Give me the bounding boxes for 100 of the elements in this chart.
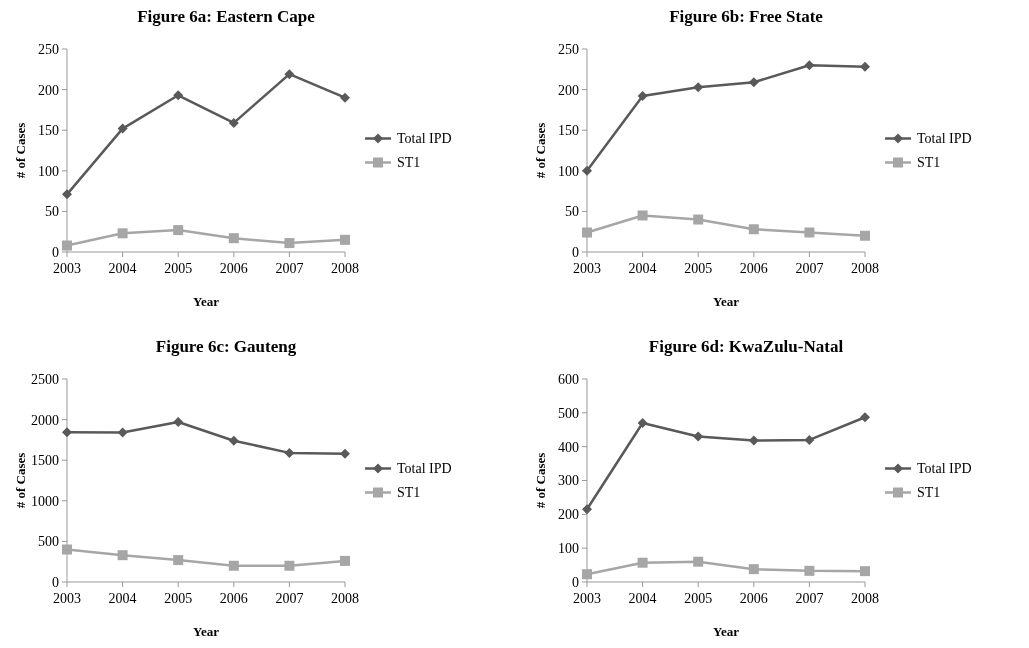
y-tick-label: 2000 bbox=[31, 412, 59, 428]
legend-label: ST1 bbox=[917, 485, 941, 501]
point bbox=[582, 569, 592, 580]
x-tick-label: 2006 bbox=[219, 261, 248, 276]
x-tick-label: 2006 bbox=[219, 591, 248, 606]
y-tick-label: 100 bbox=[38, 163, 59, 179]
x-tick-label: 2008 bbox=[331, 261, 359, 276]
point bbox=[582, 504, 592, 515]
point bbox=[582, 227, 592, 238]
y-tick-label: 150 bbox=[38, 123, 59, 139]
y-tick-label: 500 bbox=[558, 405, 579, 421]
y-axis-title: # of Cases bbox=[13, 122, 28, 179]
point bbox=[582, 165, 592, 176]
point bbox=[62, 240, 72, 251]
legend-label: ST1 bbox=[917, 155, 941, 171]
point bbox=[748, 435, 759, 446]
point bbox=[860, 230, 870, 241]
y-tick-label: 200 bbox=[558, 507, 579, 523]
point bbox=[173, 555, 184, 566]
point bbox=[804, 434, 815, 445]
legend-label: ST1 bbox=[397, 155, 421, 171]
legend-label: Total IPD bbox=[397, 461, 452, 477]
point bbox=[340, 555, 350, 566]
y-tick-label: 300 bbox=[558, 473, 579, 489]
point bbox=[117, 427, 128, 438]
x-tick-label: 2003 bbox=[573, 261, 601, 276]
x-tick-label: 2005 bbox=[164, 261, 193, 276]
point bbox=[228, 435, 239, 446]
x-axis-title: Year bbox=[713, 294, 740, 309]
x-tick-label: 2008 bbox=[331, 591, 359, 606]
x-tick-label: 2003 bbox=[53, 591, 81, 606]
x-tick-label: 2004 bbox=[628, 261, 657, 276]
point bbox=[284, 238, 295, 249]
legend-label: ST1 bbox=[397, 485, 421, 501]
x-tick-label: 2007 bbox=[275, 261, 304, 276]
point bbox=[693, 556, 704, 567]
x-tick-label: 2004 bbox=[108, 591, 137, 606]
x-tick-label: 2008 bbox=[851, 261, 879, 276]
point bbox=[748, 564, 759, 575]
y-tick-label: 50 bbox=[565, 204, 579, 220]
y-tick-label: 0 bbox=[572, 244, 579, 260]
point bbox=[693, 214, 704, 225]
y-tick-label: 400 bbox=[558, 439, 579, 455]
point bbox=[860, 412, 870, 423]
point bbox=[117, 228, 128, 239]
point bbox=[340, 234, 350, 245]
point bbox=[284, 447, 295, 458]
x-tick-label: 2004 bbox=[628, 591, 657, 606]
y-tick-label: 500 bbox=[38, 534, 59, 550]
y-tick-label: 250 bbox=[38, 41, 59, 57]
x-tick-label: 2005 bbox=[164, 591, 193, 606]
x-tick-label: 2003 bbox=[573, 591, 601, 606]
point bbox=[693, 82, 704, 93]
x-axis-title: Year bbox=[193, 294, 220, 309]
y-tick-label: 100 bbox=[558, 541, 579, 557]
point bbox=[804, 565, 815, 576]
y-tick-label: 50 bbox=[45, 204, 59, 220]
y-tick-label: 100 bbox=[558, 163, 579, 179]
x-tick-label: 2008 bbox=[851, 591, 879, 606]
point bbox=[804, 60, 815, 71]
x-axis-title: Year bbox=[193, 624, 220, 639]
point bbox=[173, 417, 184, 428]
y-tick-label: 0 bbox=[52, 574, 59, 590]
x-tick-label: 2007 bbox=[275, 591, 304, 606]
point bbox=[228, 560, 239, 571]
x-tick-label: 2007 bbox=[795, 261, 824, 276]
y-axis-title: # of Cases bbox=[533, 122, 548, 179]
y-tick-label: 200 bbox=[38, 82, 59, 98]
point bbox=[804, 227, 815, 238]
point bbox=[173, 225, 184, 236]
chart-title: Figure 6b: Free State bbox=[669, 7, 824, 26]
point bbox=[284, 560, 295, 571]
point bbox=[340, 92, 350, 103]
y-tick-label: 0 bbox=[52, 244, 59, 260]
point bbox=[228, 117, 239, 128]
point bbox=[637, 557, 648, 568]
y-tick-label: 1500 bbox=[31, 453, 59, 469]
chart-title: Figure 6a: Eastern Cape bbox=[137, 7, 316, 26]
x-tick-label: 2007 bbox=[795, 591, 824, 606]
point bbox=[637, 417, 648, 428]
point bbox=[748, 77, 759, 88]
point bbox=[637, 91, 648, 102]
x-axis-title: Year bbox=[713, 624, 740, 639]
y-tick-label: 1000 bbox=[31, 493, 59, 509]
point bbox=[62, 427, 72, 438]
point bbox=[860, 566, 870, 577]
chart-title: Figure 6c: Gauteng bbox=[155, 337, 297, 356]
point bbox=[228, 233, 239, 244]
y-axis-title: # of Cases bbox=[13, 452, 28, 509]
y-tick-label: 0 bbox=[572, 574, 579, 590]
y-tick-label: 2500 bbox=[31, 371, 59, 387]
x-tick-label: 2005 bbox=[684, 591, 713, 606]
point bbox=[62, 544, 72, 555]
point bbox=[284, 69, 295, 80]
point bbox=[637, 210, 648, 221]
point bbox=[173, 90, 184, 101]
legend-label: Total IPD bbox=[917, 461, 972, 477]
point bbox=[62, 189, 72, 200]
y-axis-title: # of Cases bbox=[533, 452, 548, 509]
x-tick-label: 2006 bbox=[739, 591, 768, 606]
